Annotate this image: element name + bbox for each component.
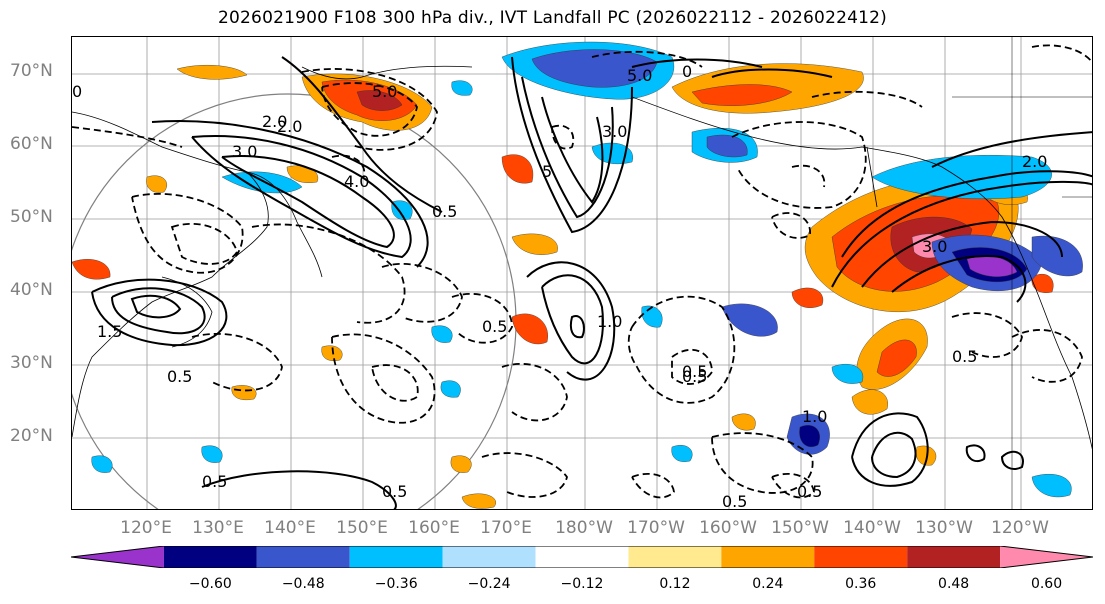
lat-label-30n: 30°N	[10, 353, 53, 373]
contour-label: 0.5	[722, 492, 747, 510]
contour-label: 4.0	[344, 172, 369, 191]
contour-label: 0.5	[482, 317, 507, 336]
colorbar-tick-label: 0.36	[845, 576, 877, 592]
contour-label: 0.5	[682, 362, 707, 381]
lon-label-140w: 140°W	[843, 518, 901, 538]
colorbar-segment	[1000, 546, 1093, 568]
lon-label-120e: 120°E	[120, 518, 172, 538]
lon-label-160e: 160°E	[408, 518, 460, 538]
colorbar	[71, 546, 1093, 568]
colorbar-segment	[721, 546, 815, 568]
contour-label: 0.5	[167, 367, 192, 386]
lon-label-160w: 160°W	[699, 518, 757, 538]
contour-label: 0.5	[682, 367, 707, 386]
contour-label: 0.5	[202, 472, 227, 491]
contour-label: 0.5	[797, 482, 822, 501]
lon-label-140e: 140°E	[264, 518, 316, 538]
contour-label: 0.5	[382, 482, 407, 501]
colorbar-tick-label: −0.36	[374, 576, 418, 592]
reference-circle	[72, 93, 517, 509]
contour-label: 0.5	[952, 347, 977, 366]
lat-label-50n: 50°N	[10, 207, 53, 227]
lat-label-70n: 70°N	[10, 61, 53, 81]
lon-label-130e: 130°E	[192, 518, 244, 538]
map-canvas: 5.0 5.0 0 3.0 2.0 4.0 0.5 1.0 0.5 1.5 2.…	[72, 37, 1092, 510]
lon-label-150w: 150°W	[771, 518, 829, 538]
colorbar-tick-label: 0.60	[1030, 576, 1063, 592]
contour-label: 2.0	[277, 117, 302, 136]
lon-label-120w: 120°W	[991, 518, 1049, 538]
lon-label-150e: 150°E	[336, 518, 388, 538]
contour-label: 1.5	[97, 322, 122, 341]
dashed-contours	[72, 44, 1092, 499]
contour-label: 5.0	[627, 66, 652, 85]
colorbar-tick-label: 0.24	[752, 576, 784, 592]
colorbar-tick-label: −0.24	[467, 576, 511, 592]
contour-label: 0.5	[432, 202, 457, 221]
colorbar-segment	[256, 546, 350, 568]
contour-label: 3.0	[232, 142, 257, 161]
colorbar-tick-label: 0.48	[938, 576, 970, 592]
contour-label: 3.0	[602, 122, 627, 141]
map-panel: 5.0 5.0 0 3.0 2.0 4.0 0.5 1.0 0.5 1.5 2.…	[71, 36, 1093, 510]
colorbar-segment	[163, 546, 257, 568]
lon-label-180w: 180°W	[555, 518, 613, 538]
lon-label-170e: 170°E	[480, 518, 532, 538]
lon-label-170w: 170°W	[627, 518, 685, 538]
contour-label: 5.0	[372, 82, 397, 101]
contour-label: 1.0	[802, 407, 827, 426]
colorbar-segments	[71, 546, 1093, 568]
contour-label: 1.0	[597, 312, 622, 331]
divergence-shading	[72, 41, 1083, 509]
lat-label-20n: 20°N	[10, 426, 53, 446]
lat-label-60n: 60°N	[10, 134, 53, 154]
contour-label: 0	[72, 82, 82, 101]
solid-contours	[91, 56, 1092, 509]
contour-label: 0	[682, 62, 692, 81]
colorbar-segment	[628, 546, 722, 568]
contour-label: 2.0	[1022, 152, 1047, 171]
lat-label-40n: 40°N	[10, 280, 53, 300]
map-title: 2026021900 F108 300 hPa div., IVT Landfa…	[218, 8, 887, 28]
colorbar-segment	[71, 546, 164, 568]
colorbar-tick-label: −0.12	[560, 576, 604, 592]
colorbar-segment	[907, 546, 1001, 568]
contour-labels: 5.0 5.0 0 3.0 2.0 4.0 0.5 1.0 0.5 1.5 2.…	[72, 62, 1047, 510]
colorbar-segment	[349, 546, 443, 568]
colorbar-segment	[535, 546, 629, 568]
colorbar-tick-label: −0.48	[281, 576, 325, 592]
colorbar-segment	[442, 546, 536, 568]
contour-label: 5	[542, 162, 552, 181]
lon-label-130w: 130°W	[915, 518, 973, 538]
colorbar-segment	[814, 546, 908, 568]
colorbar-tick-label: 0.12	[659, 576, 691, 592]
colorbar-tick-label: −0.60	[188, 576, 232, 592]
contour-label: 2.0	[262, 112, 287, 131]
contour-label: 3.0	[922, 237, 947, 256]
